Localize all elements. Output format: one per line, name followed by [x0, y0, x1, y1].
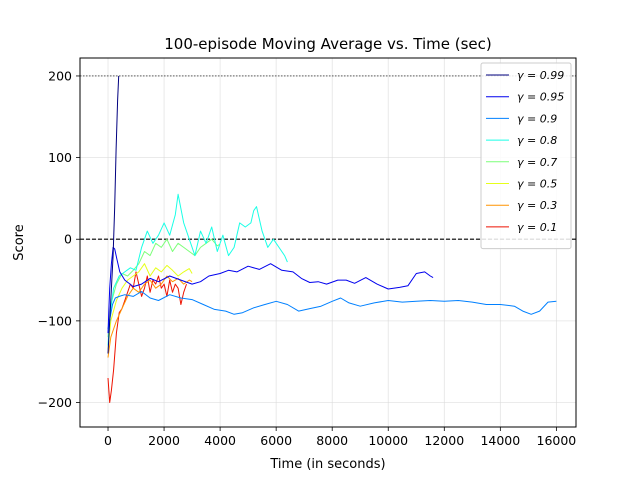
- legend-label: γ = 0.8: [517, 134, 557, 147]
- legend-label: γ = 0.95: [517, 91, 564, 104]
- y-axis-label: Score: [12, 224, 27, 260]
- series-line: [107, 263, 193, 350]
- series-line: [107, 193, 288, 346]
- series-line: [107, 275, 193, 358]
- x-tick-label: 2000: [148, 433, 180, 448]
- x-tick-label: 12000: [424, 433, 464, 448]
- x-tick-label: 14000: [480, 433, 520, 448]
- x-tick-label: 4000: [204, 433, 236, 448]
- x-axis-label: Time (in seconds): [269, 457, 385, 472]
- legend-label: γ = 0.99: [517, 69, 564, 82]
- series-layer: [107, 75, 557, 403]
- series-line: [107, 238, 221, 338]
- legend: γ = 0.99 γ = 0.95 γ = 0.9 γ = 0.8 γ = 0.7 γ =…: [480, 62, 572, 250]
- legend-box: [480, 62, 572, 250]
- series-line: [107, 246, 434, 334]
- x-tick-label: 8000: [316, 433, 348, 448]
- reference-lines: [80, 75, 576, 240]
- x-tick-label: 10000: [368, 433, 408, 448]
- legend-label: γ = 0.9: [517, 112, 557, 125]
- y-tick-label: 200: [48, 68, 72, 83]
- y-tick-label: −200: [38, 395, 72, 410]
- legend-label: γ = 0.5: [517, 178, 557, 191]
- x-tick-label: 0: [104, 433, 112, 448]
- plot-frame: [79, 57, 577, 428]
- y-tick-label: 100: [48, 150, 72, 165]
- series-line: [107, 291, 557, 330]
- chart-title: 100-episode Moving Average vs. Time (sec…: [164, 35, 492, 53]
- series-line: [107, 75, 120, 354]
- legend-label: γ = 0.3: [517, 199, 557, 212]
- y-tick-label: −100: [38, 313, 72, 328]
- x-tick-label: 16000: [537, 433, 577, 448]
- x-tick-label: 6000: [260, 433, 292, 448]
- tick-layer: 0 2000 4000 6000 8000 10000 12000 14000 16000−20…: [38, 68, 577, 448]
- legend-label: γ = 0.7: [517, 156, 557, 169]
- y-tick-label: 0: [64, 232, 72, 247]
- legend-label: γ = 0.1: [517, 221, 557, 234]
